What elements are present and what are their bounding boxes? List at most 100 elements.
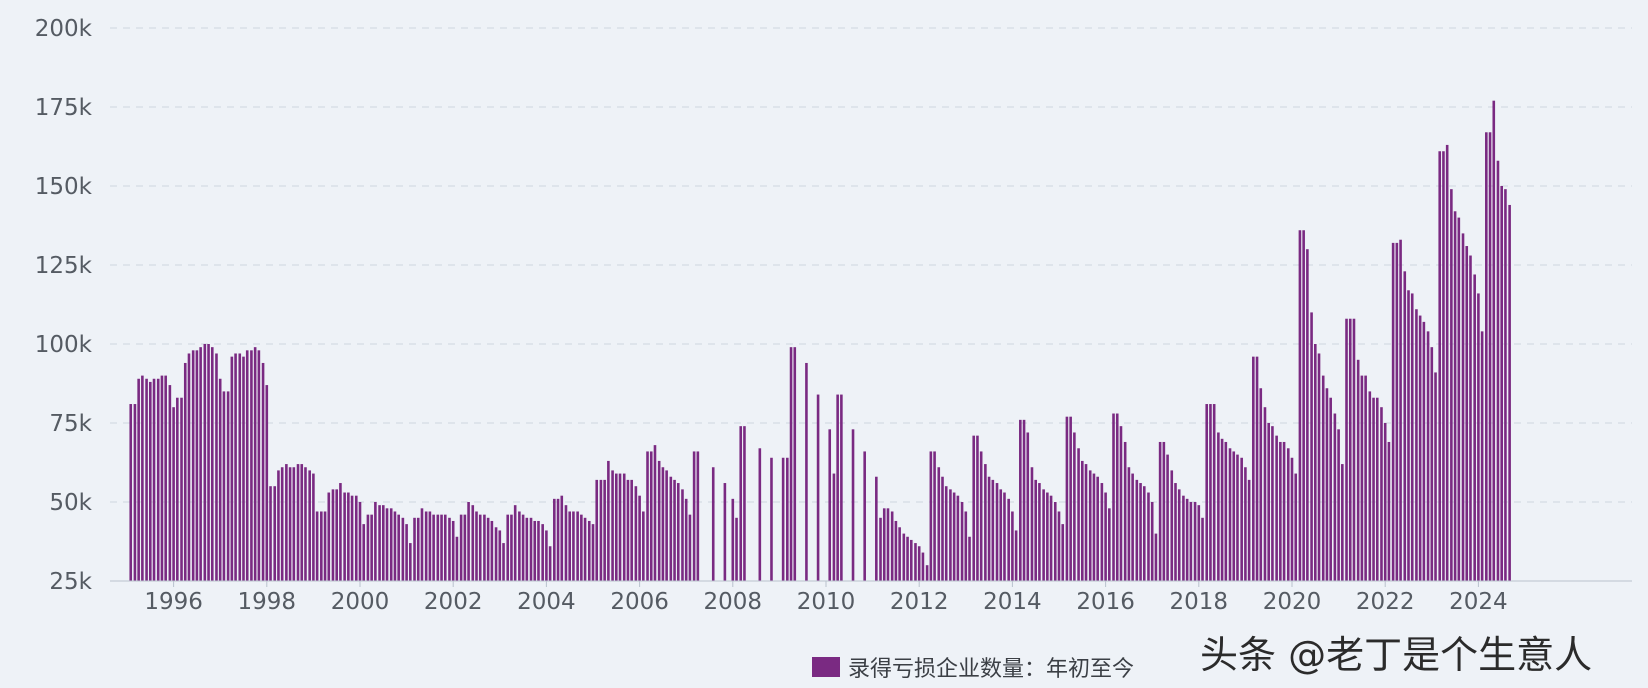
x-tick-label: 1996 [144,589,203,615]
bar [156,378,160,581]
bar [673,479,676,581]
bar [1135,479,1139,581]
bar [580,514,583,581]
bar [653,445,657,581]
bar [1368,391,1372,581]
bar [397,514,400,581]
bar [323,511,327,581]
bar [1189,502,1193,581]
bar [603,479,606,581]
bar [1492,100,1496,582]
bar [661,467,665,581]
bar [1375,397,1379,581]
bar [758,448,762,581]
bar [374,502,377,581]
bar [1399,239,1402,581]
bar [894,520,898,581]
bar [172,407,175,581]
bar [149,381,152,581]
bar [1096,476,1099,581]
bar [1197,505,1201,581]
bar [929,451,933,581]
bar [851,429,855,581]
bar [541,524,544,581]
bar [634,486,638,581]
bar [1290,457,1294,581]
bar [1333,413,1337,581]
bar [1321,375,1325,581]
bar [615,473,618,581]
bar [696,451,700,581]
bar [1383,423,1387,581]
bar [152,378,156,581]
bar [1275,435,1278,581]
bar [164,375,167,581]
bar [401,517,405,581]
bar [1356,359,1360,581]
bar [393,511,397,581]
bar [576,511,579,581]
bar [1077,448,1080,581]
bar [382,505,385,581]
bar [1480,331,1484,581]
x-tick-label: 2014 [983,589,1042,615]
bar [1150,502,1154,581]
bar [583,517,587,581]
bar [1500,186,1503,581]
bar [440,514,443,581]
bar [245,350,249,581]
bar [409,543,412,581]
bar [1391,242,1395,581]
bar [525,517,529,581]
bar [1014,530,1018,581]
x-tick-label: 2008 [704,589,763,615]
bar [354,495,358,581]
bar [548,546,552,581]
bar [475,511,478,581]
bar [1108,508,1111,581]
bar [304,467,307,581]
bar [285,464,288,581]
bar [743,426,746,581]
bar [261,362,265,581]
bar [786,457,789,581]
bar [1247,479,1251,581]
bar [665,470,668,581]
bar [556,498,560,581]
bar [618,473,622,581]
bar [513,505,517,581]
bar [1147,492,1150,581]
bar [917,546,921,581]
bar [1046,492,1049,581]
bar [944,486,948,581]
bar [952,492,956,581]
bar [518,511,521,581]
bar [1259,388,1263,581]
bar [1426,331,1430,581]
bar [443,514,447,581]
bar [1314,344,1317,581]
bar [949,489,952,581]
bar [1112,413,1115,581]
bar [1185,498,1189,581]
x-axis-ticks: 1996 1998 2000 2002 2004 2006 2008 2010 2012 2014… [144,581,1508,615]
bar [1142,486,1146,581]
bar [882,508,886,581]
bar [1003,492,1006,581]
bar [370,514,373,581]
bar [1465,246,1469,582]
bar [366,514,370,581]
bar [828,429,832,581]
bar [545,530,548,581]
bar [1127,467,1131,581]
bar [909,539,913,581]
bar [230,356,234,581]
bar [1415,309,1418,581]
bar [486,517,490,581]
bar [1473,274,1476,581]
bar [250,350,253,581]
bar [424,511,428,581]
bar [1438,151,1442,582]
bar [638,495,641,581]
